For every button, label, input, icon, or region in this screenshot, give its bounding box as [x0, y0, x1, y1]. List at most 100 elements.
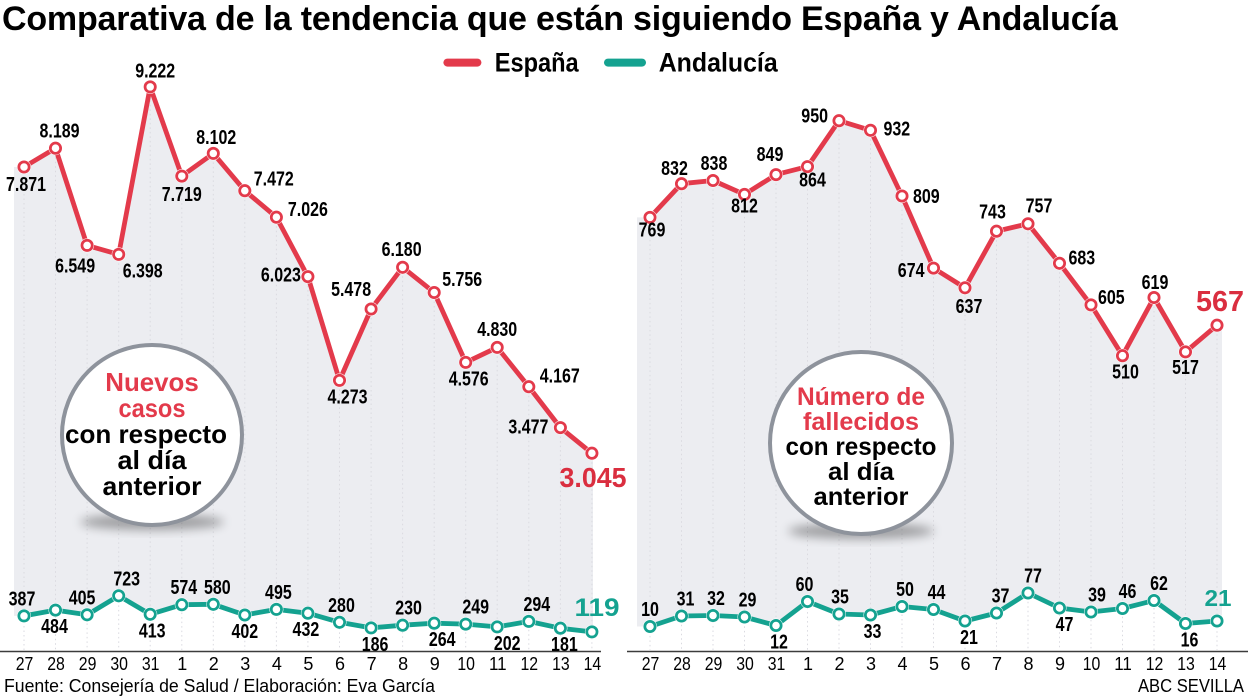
svg-text:13: 13 [552, 654, 570, 674]
svg-text:47: 47 [1056, 614, 1074, 636]
svg-text:249: 249 [462, 597, 489, 619]
svg-text:con respecto: con respecto [65, 419, 227, 449]
svg-text:13: 13 [1177, 654, 1195, 674]
svg-text:5.478: 5.478 [331, 279, 371, 301]
svg-text:230: 230 [395, 598, 422, 620]
svg-text:29: 29 [705, 654, 723, 674]
svg-text:413: 413 [139, 620, 166, 642]
svg-text:12: 12 [770, 632, 788, 654]
svg-text:674: 674 [898, 260, 925, 282]
svg-text:809: 809 [913, 186, 940, 208]
svg-text:812: 812 [731, 195, 758, 217]
svg-text:574: 574 [170, 577, 197, 599]
svg-text:62: 62 [1150, 573, 1168, 595]
svg-text:con respecto: con respecto [786, 433, 937, 461]
svg-text:402: 402 [231, 621, 258, 643]
svg-text:30: 30 [736, 654, 754, 674]
svg-text:7: 7 [367, 654, 377, 674]
svg-text:21: 21 [960, 627, 978, 649]
svg-text:31: 31 [142, 654, 160, 674]
svg-text:fallecidos: fallecidos [803, 408, 919, 436]
svg-text:517: 517 [1172, 357, 1199, 379]
svg-text:27: 27 [642, 654, 660, 674]
svg-text:280: 280 [328, 595, 355, 617]
svg-text:44: 44 [928, 582, 946, 604]
svg-text:186: 186 [362, 634, 389, 656]
svg-text:637: 637 [956, 296, 983, 318]
svg-text:4: 4 [272, 654, 282, 674]
svg-text:769: 769 [639, 219, 666, 241]
svg-text:832: 832 [661, 158, 688, 180]
svg-text:Comparativa de la tendencia qu: Comparativa de la tendencia que están si… [2, 0, 1119, 38]
svg-text:39: 39 [1088, 585, 1106, 607]
svg-text:8: 8 [1023, 654, 1033, 674]
svg-text:32: 32 [707, 588, 725, 610]
svg-text:9: 9 [1055, 654, 1065, 674]
svg-text:405: 405 [69, 587, 96, 609]
svg-text:ABC SEVILLA: ABC SEVILLA [1138, 676, 1244, 696]
svg-text:683: 683 [1069, 247, 1096, 269]
svg-text:6.023: 6.023 [261, 265, 301, 287]
svg-text:5: 5 [303, 654, 313, 674]
svg-text:9.222: 9.222 [135, 60, 175, 82]
svg-text:11: 11 [489, 654, 507, 674]
svg-text:12: 12 [1146, 654, 1164, 674]
svg-text:casos: casos [119, 393, 186, 423]
svg-text:31: 31 [768, 654, 786, 674]
svg-text:6.398: 6.398 [123, 260, 163, 282]
svg-text:6: 6 [335, 654, 345, 674]
svg-text:2: 2 [834, 654, 844, 674]
svg-text:3.477: 3.477 [508, 417, 548, 439]
svg-text:anterior: anterior [814, 483, 909, 511]
svg-text:723: 723 [113, 568, 140, 590]
svg-text:4.167: 4.167 [540, 366, 580, 388]
svg-text:29: 29 [739, 590, 757, 612]
svg-text:757: 757 [1026, 195, 1053, 217]
svg-text:4.830: 4.830 [477, 319, 517, 341]
svg-text:743: 743 [979, 202, 1006, 224]
svg-text:11: 11 [1114, 654, 1132, 674]
svg-text:14: 14 [584, 654, 602, 674]
svg-text:580: 580 [204, 577, 231, 599]
svg-text:619: 619 [1142, 272, 1169, 294]
svg-text:España: España [495, 48, 579, 78]
svg-text:202: 202 [494, 633, 521, 655]
svg-text:37: 37 [992, 586, 1010, 608]
svg-text:Número de: Número de [797, 383, 925, 411]
svg-text:8.102: 8.102 [196, 127, 236, 149]
svg-text:4.273: 4.273 [328, 386, 368, 408]
svg-text:1: 1 [177, 654, 187, 674]
svg-text:8.189: 8.189 [40, 121, 80, 143]
svg-text:27: 27 [16, 654, 34, 674]
svg-text:al día: al día [828, 458, 895, 486]
svg-text:4.576: 4.576 [449, 368, 489, 390]
svg-text:3.045: 3.045 [560, 462, 627, 493]
svg-text:7.871: 7.871 [6, 174, 46, 196]
svg-text:31: 31 [677, 589, 695, 611]
svg-text:29: 29 [79, 654, 97, 674]
svg-text:33: 33 [864, 621, 882, 643]
svg-text:6.549: 6.549 [55, 255, 95, 277]
svg-text:Andalucía: Andalucía [659, 48, 778, 78]
svg-text:119: 119 [575, 594, 620, 622]
svg-text:432: 432 [293, 619, 320, 641]
svg-text:510: 510 [1112, 362, 1139, 384]
svg-text:932: 932 [884, 118, 911, 140]
svg-text:30: 30 [110, 654, 128, 674]
svg-text:6.180: 6.180 [382, 239, 422, 261]
svg-text:7.472: 7.472 [254, 169, 294, 191]
svg-text:16: 16 [1181, 630, 1199, 652]
svg-text:838: 838 [701, 153, 728, 175]
svg-text:28: 28 [673, 654, 691, 674]
svg-text:950: 950 [801, 106, 828, 128]
svg-text:8: 8 [398, 654, 408, 674]
svg-text:7.026: 7.026 [288, 199, 328, 221]
svg-text:35: 35 [831, 587, 849, 609]
svg-text:10: 10 [1083, 654, 1101, 674]
svg-text:Fuente: Consejería de Salud /: Fuente: Consejería de Salud / Elaboració… [4, 676, 436, 696]
svg-text:3: 3 [866, 654, 876, 674]
svg-text:5.756: 5.756 [442, 269, 482, 291]
svg-text:181: 181 [551, 634, 578, 656]
svg-text:7: 7 [992, 654, 1002, 674]
svg-text:60: 60 [796, 574, 814, 596]
